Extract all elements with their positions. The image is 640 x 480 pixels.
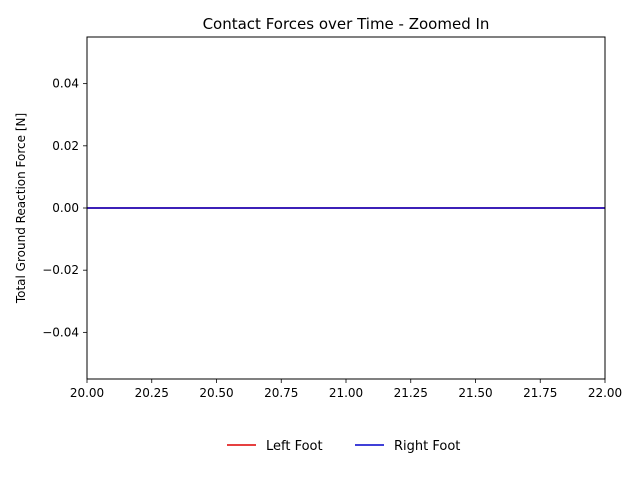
x-tick-label: 21.00 bbox=[329, 386, 363, 400]
x-tick-label: 21.75 bbox=[523, 386, 557, 400]
x-tick-label: 20.00 bbox=[70, 386, 104, 400]
x-tick-label: 20.75 bbox=[264, 386, 298, 400]
y-tick-label: 0.02 bbox=[52, 139, 79, 153]
legend: Left Foot Right Foot bbox=[227, 439, 460, 454]
x-tick-label: 20.50 bbox=[199, 386, 233, 400]
y-axis-label: Total Ground Reaction Force [N] bbox=[14, 113, 28, 304]
y-axis-ticks: −0.04 −0.02 0.00 0.02 0.04 bbox=[42, 77, 87, 339]
chart-title: Contact Forces over Time - Zoomed In bbox=[203, 15, 490, 33]
x-axis-ticks: 20.00 20.25 20.50 20.75 21.00 21.25 21.50 21.75… bbox=[70, 379, 622, 400]
legend-label-left-foot: Left Foot bbox=[266, 439, 323, 454]
x-tick-label: 20.25 bbox=[135, 386, 169, 400]
y-tick-label: 0.00 bbox=[52, 201, 79, 215]
y-tick-label: −0.02 bbox=[42, 263, 79, 277]
x-tick-label: 22.00 bbox=[588, 386, 622, 400]
y-tick-label: 0.04 bbox=[52, 77, 79, 91]
legend-label-right-foot: Right Foot bbox=[394, 439, 460, 454]
x-tick-label: 21.50 bbox=[458, 386, 492, 400]
y-tick-label: −0.04 bbox=[42, 325, 79, 339]
x-tick-label: 21.25 bbox=[394, 386, 428, 400]
